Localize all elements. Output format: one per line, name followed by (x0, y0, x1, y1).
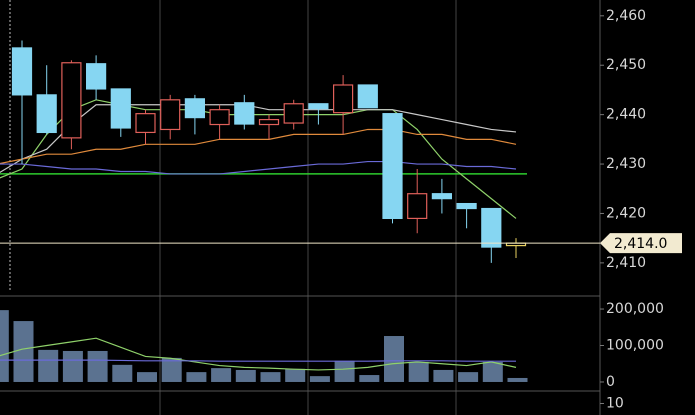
y-tick-label: 2,410 (606, 255, 646, 271)
y-tick-label: 200,000 (606, 301, 664, 317)
candle-body (308, 103, 329, 110)
volume-bar (309, 376, 330, 382)
candle-body (85, 63, 107, 90)
y-tick-label: 2,460 (606, 8, 646, 24)
volume-bar (408, 361, 429, 382)
candle-body (382, 113, 403, 220)
candle-body (110, 88, 131, 129)
moving-average (0, 160, 517, 175)
volume-ma (0, 359, 516, 362)
candle-body (357, 84, 378, 109)
moving-average (0, 128, 517, 165)
last-price-label: 2,414.0 (614, 236, 667, 252)
volume-bar (260, 372, 281, 382)
candle-body (11, 47, 33, 96)
candle-body (407, 193, 428, 220)
volume-bar (186, 372, 207, 382)
volume-bar (482, 361, 503, 382)
volume-bar (458, 372, 479, 382)
last-price-tag (600, 233, 682, 254)
candle-body (456, 202, 477, 210)
volume-bar (38, 349, 59, 382)
volume-bar (0, 310, 9, 382)
y-tick-label: 2,450 (606, 57, 646, 73)
y-tick-label: 10 (606, 396, 624, 412)
volume-ma (0, 337, 517, 371)
volume-bar (235, 369, 256, 382)
candle-body (234, 102, 255, 125)
candle-body (258, 118, 280, 126)
candle-body (36, 94, 57, 134)
candle-body (61, 62, 82, 139)
y-tick-label: 2,420 (606, 205, 646, 221)
candle-body (135, 113, 156, 134)
candle-body (481, 207, 502, 248)
volume-bar (507, 377, 528, 382)
volume-bar (13, 321, 34, 382)
volume-bar (62, 350, 83, 382)
volume-bar (161, 357, 182, 382)
volume-bar (359, 375, 380, 382)
candle-body (431, 193, 452, 200)
volume-bar (433, 369, 454, 382)
volume-bar (112, 364, 133, 382)
y-tick-label: 0 (606, 374, 615, 390)
y-tick-label: 100,000 (606, 338, 664, 354)
candle-body (283, 103, 304, 124)
candle-body (184, 98, 205, 119)
moving-average (0, 99, 517, 219)
moving-average (0, 104, 517, 174)
volume-bar (137, 372, 157, 382)
volume-bar (211, 368, 232, 382)
volume-bar (334, 360, 355, 382)
candle-body (333, 84, 354, 114)
volume-bar (285, 368, 306, 382)
y-tick-label: 2,440 (606, 107, 646, 123)
candle-body (160, 99, 181, 131)
candle-body (209, 109, 230, 126)
y-tick-label: 2,430 (606, 156, 646, 172)
volume-bar (87, 350, 108, 382)
volume-bar (384, 336, 404, 382)
